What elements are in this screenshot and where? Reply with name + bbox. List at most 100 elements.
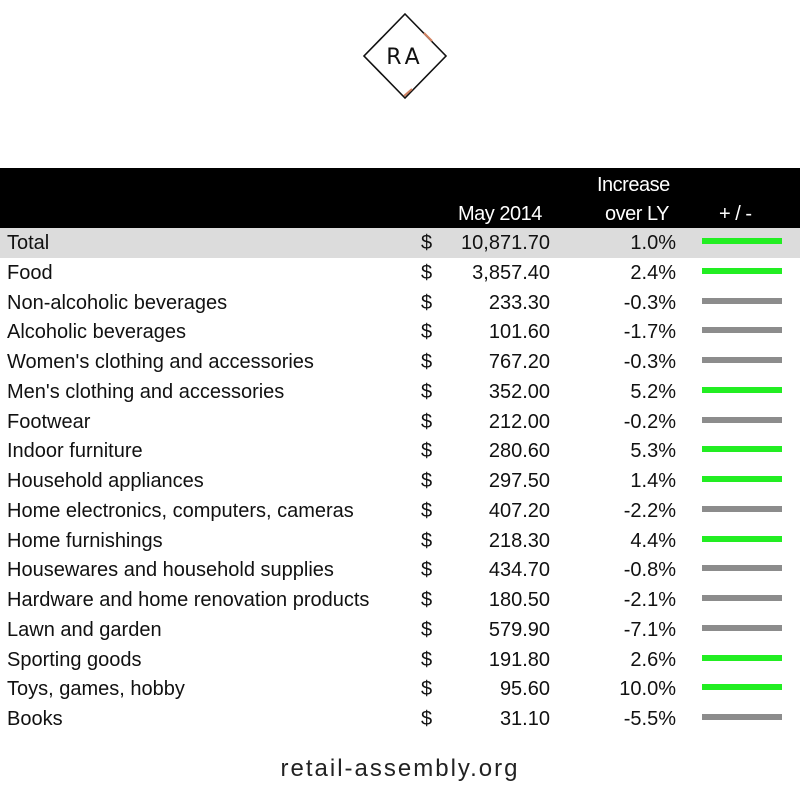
currency-symbol: $ [421,351,433,373]
table-row: Footwear $212.00 -0.2% [0,407,800,437]
sales-value: 280.60 [488,440,550,463]
table-row: Housewares and household supplies $434.70… [0,555,800,585]
logo: RA [0,0,800,110]
increase-percent: -7.1% [623,618,676,641]
increase-percent: 2.4% [630,261,676,284]
table-row: Women's clothing and accessories $767.20 -… [0,347,800,377]
currency-symbol: $ [421,470,433,492]
currency-symbol: $ [421,559,433,582]
currency-symbol: $ [421,499,433,522]
increase-column-header-line1: Increase [597,174,670,196]
sales-value: 95.60 [499,678,550,701]
sales-table-body: Total $10,871.70 1.0% Food $3,857.40 2.4% Non-… [0,228,800,734]
category-name: Men's clothing and accessories [7,380,285,403]
currency-symbol: $ [421,261,433,284]
negative-trend-bar [702,327,782,334]
sales-value: 212.00 [488,410,550,433]
increase-column-header-line2: over LY [605,203,669,225]
category-name: Total [7,232,50,254]
category-name: Non-alcoholic beverages [7,291,228,314]
category-name: Lawn and garden [7,618,162,641]
currency-symbol: $ [421,589,433,611]
category-name: Toys, games, hobby [7,678,185,701]
positive-trend-bar [702,386,782,393]
table-row: Lawn and garden $579.90 -7.1% [0,615,800,645]
negative-trend-bar [702,297,782,304]
positive-trend-bar [702,684,782,691]
currency-symbol: $ [421,648,433,671]
increase-percent: -0.3% [623,351,676,373]
category-name: Household appliances [7,470,204,492]
increase-percent: -0.3% [623,291,676,314]
currency-symbol: $ [421,440,433,463]
positive-trend-bar [702,654,782,661]
table-row: Books $31.10 -5.5% [0,704,800,734]
table-row: Home furnishings $218.30 4.4% [0,526,800,556]
sales-value: 10,871.70 [461,232,550,254]
month-column-header: May 2014 [458,203,542,225]
sales-value: 579.90 [488,618,550,641]
logo-text: RA [386,45,423,70]
sales-value: 297.50 [488,470,550,492]
currency-symbol: $ [421,529,433,552]
sales-value: 352.00 [488,380,550,403]
sales-value: 767.20 [488,351,550,373]
positive-trend-bar [702,446,782,453]
positive-trend-bar [702,476,782,482]
footer-site: retail-assembly.org [280,755,520,782]
sales-value: 434.70 [488,559,550,582]
positive-trend-bar [702,267,782,274]
negative-trend-bar [702,595,782,601]
table-header: May 2014 Increase over LY + / - [0,168,800,228]
increase-percent: 4.4% [630,529,676,552]
increase-percent: 2.6% [630,648,676,671]
category-name: Footwear [7,410,91,433]
increase-percent: 1.4% [630,470,676,492]
currency-symbol: $ [421,232,433,254]
table-row: Alcoholic beverages $101.60 -1.7% [0,317,800,347]
total-row: Total $10,871.70 1.0% [0,228,800,258]
category-name: Home furnishings [7,529,163,552]
table-row: Household appliances $297.50 1.4% [0,466,800,496]
increase-percent: -1.7% [623,321,676,344]
negative-trend-bar [702,714,782,720]
table-row: Home electronics, computers, cameras $407… [0,496,800,526]
sales-value: 101.60 [488,321,550,344]
table-row: Non-alcoholic beverages $233.30 -0.3% [0,288,800,318]
category-name: Housewares and household supplies [7,559,334,582]
increase-percent: -2.2% [623,499,676,522]
positive-trend-bar [702,535,782,542]
negative-trend-bar [702,565,782,572]
logo-diamond-icon: RA [362,12,448,100]
increase-percent: 5.3% [630,440,676,463]
increase-percent: -0.8% [623,559,676,582]
sales-value: 407.20 [488,499,550,522]
increase-percent: 1.0% [630,232,676,254]
category-name: Home electronics, computers, cameras [7,499,354,522]
category-name: Women's clothing and accessories [7,351,314,373]
currency-symbol: $ [421,321,433,344]
category-name: Hardware and home renovation products [7,589,370,611]
sales-value: 180.50 [488,589,550,611]
positive-trend-bar [702,238,782,244]
category-name: Sporting goods [7,648,142,671]
currency-symbol: $ [421,291,433,314]
change-column-header: + / - [719,203,752,225]
category-name: Alcoholic beverages [7,321,186,344]
table-row: Men's clothing and accessories $352.00 5.2… [0,377,800,407]
currency-symbol: $ [421,618,433,641]
currency-symbol: $ [421,380,433,403]
negative-trend-bar [702,357,782,363]
currency-symbol: $ [421,678,433,701]
category-name: Books [7,708,63,730]
sales-value: 31.10 [499,708,550,730]
sales-value: 3,857.40 [472,261,550,284]
increase-percent: -2.1% [623,589,676,611]
negative-trend-bar [702,505,782,512]
increase-percent: 5.2% [630,380,676,403]
table-row: Hardware and home renovation products $18… [0,585,800,615]
table-row: Toys, games, hobby $95.60 10.0% [0,674,800,704]
sales-value: 233.30 [488,291,550,314]
table-row: Food $3,857.40 2.4% [0,258,800,288]
negative-trend-bar [702,416,782,423]
